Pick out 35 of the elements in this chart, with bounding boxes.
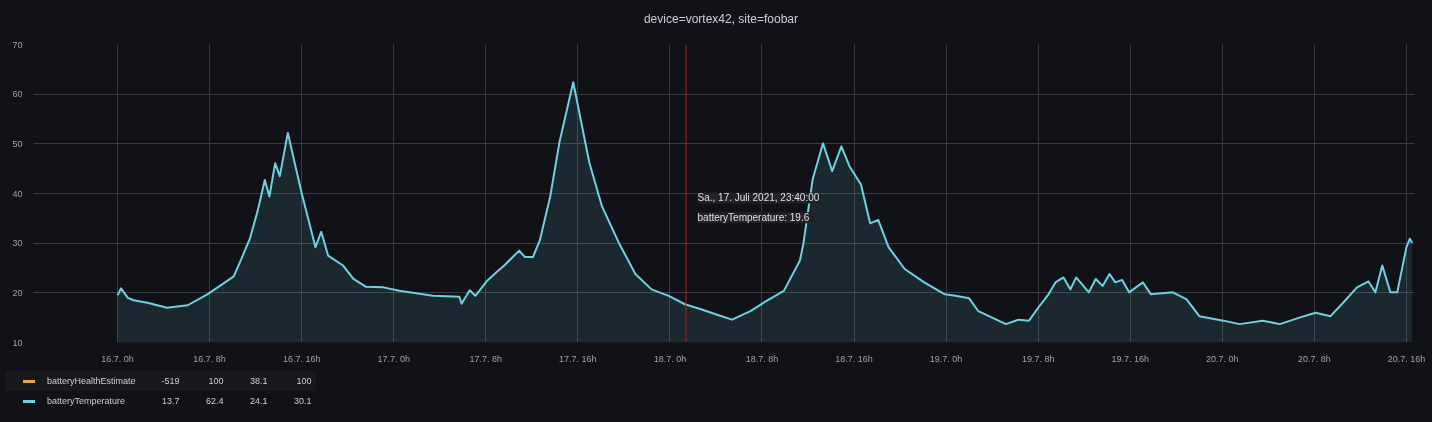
- x-tick-label: 19.7. 8h: [1021, 353, 1055, 364]
- x-tick-label: 17.7. 16h: [559, 353, 597, 364]
- text: 100: [207, 375, 224, 388]
- text: 62.4: [205, 395, 224, 408]
- y-tick-label: 30: [12, 238, 23, 249]
- x-tick-label: 16.7. 8h: [193, 353, 226, 364]
- legend-label: batteryHealthEstimate: [46, 375, 136, 388]
- y-tick-label: 10: [12, 337, 23, 348]
- y-tick-label: 70: [12, 39, 23, 50]
- y-tick-label: 20: [12, 287, 23, 298]
- x-tick-label: 20.7. 0h: [1206, 353, 1239, 364]
- text: -519: [160, 375, 180, 388]
- text: 24.1: [249, 395, 268, 408]
- text: 30.1: [293, 395, 312, 408]
- x-tick-label: 18.7. 16h: [835, 353, 873, 364]
- x-tick-label: 17.7. 0h: [377, 353, 410, 364]
- text: 38.1: [249, 375, 268, 388]
- x-tick-label: 19.7. 16h: [1111, 353, 1150, 364]
- x-tick-label: 19.7. 0h: [929, 353, 963, 364]
- x-tick-label: 16.7. 0h: [101, 353, 134, 364]
- y-tick-label: 40: [12, 188, 23, 199]
- annotation: Sa., 17. Juli 2021, 23:40:00: [697, 192, 820, 204]
- annotation: batteryTemperature: 19.6: [697, 212, 810, 224]
- x-tick-label: 20.7. 16h: [1387, 353, 1426, 364]
- x-tick-label: 20.7. 8h: [1298, 353, 1331, 364]
- x-tick-label: 18.7. 0h: [653, 353, 687, 364]
- x-tick-label: 17.7. 8h: [469, 353, 503, 364]
- text: 100: [295, 375, 312, 388]
- text: 13.7: [161, 395, 180, 408]
- y-tick-label: 60: [12, 89, 23, 100]
- y-tick-label: 50: [12, 138, 23, 149]
- legend-label: batteryTemperature: [46, 395, 126, 408]
- x-tick-label: 18.7. 8h: [745, 353, 779, 364]
- x-tick-label: 16.7. 16h: [282, 353, 321, 364]
- chart-title: device=vortex42, site=foobar: [643, 11, 799, 28]
